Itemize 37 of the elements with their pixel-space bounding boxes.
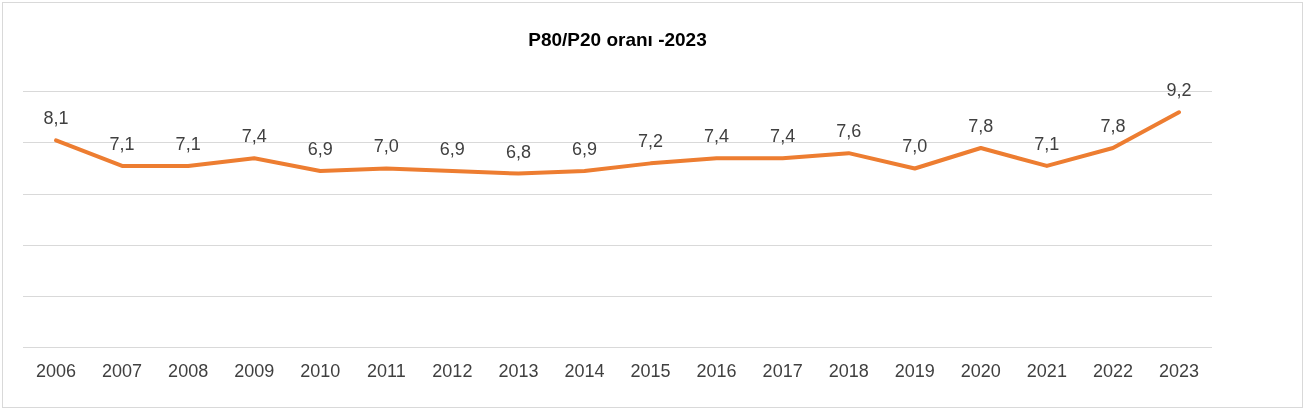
data-label: 7,8	[968, 116, 994, 136]
data-label: 8,1	[43, 108, 69, 129]
x-tick-label: 2021	[1026, 361, 1067, 382]
x-tick-label: 2017	[762, 361, 803, 382]
x-tick-label: 2012	[432, 361, 473, 382]
x-tick-label: 2016	[696, 361, 737, 382]
x-tick-label: 2023	[1158, 361, 1199, 382]
x-tick-label: 2009	[234, 361, 275, 382]
data-label: 9,2	[1166, 80, 1192, 101]
data-label: 7,0	[373, 136, 399, 157]
data-label: 7,6	[836, 121, 862, 142]
x-tick-label: 2019	[894, 361, 935, 382]
x-tick-label: 2008	[168, 361, 209, 382]
data-label: 7,4	[241, 126, 267, 147]
x-tick-label: 2013	[498, 361, 539, 382]
data-label: 6,9	[571, 139, 597, 159]
x-tick-label: 2022	[1092, 361, 1133, 382]
data-label: 6,8	[505, 141, 531, 162]
data-label: 7,0	[902, 136, 928, 157]
x-tick-label: 2020	[960, 361, 1001, 382]
data-label: 7,2	[638, 131, 664, 152]
data-label: 6,9	[307, 139, 333, 159]
x-tick-label: 2010	[300, 361, 341, 382]
data-label: 7,1	[109, 133, 135, 154]
chart-title: P80/P20 oranı -2023	[528, 28, 707, 50]
data-label: 7,4	[704, 126, 730, 147]
x-tick-label: 2018	[828, 361, 869, 382]
x-tick-label: 2015	[630, 361, 671, 382]
x-tick-label: 2014	[564, 361, 605, 382]
data-label: 6,9	[439, 139, 465, 159]
data-label: 7,1	[175, 133, 201, 154]
x-tick-label: 2006	[36, 361, 77, 382]
data-label: 7,8	[1100, 116, 1126, 136]
x-tick-label: 2011	[366, 361, 406, 382]
data-label: 7,1	[1034, 133, 1060, 154]
data-label: 7,4	[770, 126, 796, 147]
x-tick-label: 2007	[102, 361, 143, 382]
